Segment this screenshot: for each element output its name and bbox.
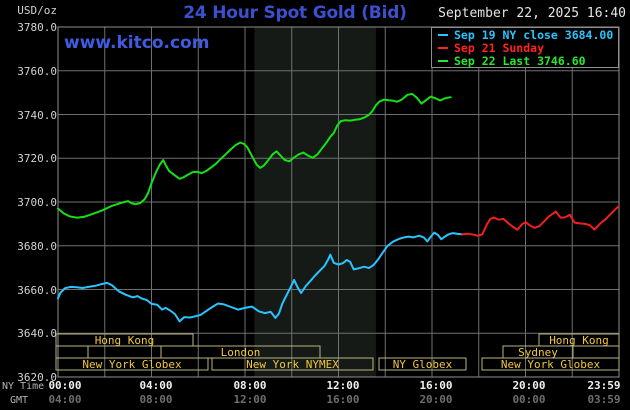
- series-sep-21-sunday: [461, 205, 620, 237]
- chart-legend: Sep 19 NY close 3684.00 Sep 21 Sunday Se…: [431, 27, 619, 68]
- y-tick-label: 3780.0: [17, 21, 57, 34]
- legend-row-sep22: Sep 22 Last 3746.60: [432, 55, 618, 68]
- chart-datetime: September 22, 2025 16:40: [438, 6, 626, 21]
- session-label: Sydney: [518, 346, 558, 359]
- x-tick-ny-label: 23:59: [587, 379, 621, 392]
- series-sep-19-ny-close: [57, 231, 464, 323]
- session-box: [211, 357, 374, 371]
- session-box: [55, 357, 209, 371]
- y-tick-label: 3660.0: [17, 283, 57, 297]
- x-tick-ny-label: 08:00: [233, 379, 267, 392]
- y-tick-label: 3720.0: [17, 152, 57, 166]
- legend-row-sep19: Sep 19 NY close 3684.00: [432, 29, 618, 42]
- legend-dash-icon: [438, 60, 448, 62]
- kitco-watermark-link[interactable]: www.kitco.com: [64, 33, 210, 53]
- session-box: [378, 357, 467, 371]
- x-tick-gmt-label: 12:00: [233, 393, 267, 406]
- legend-row-sep21: Sep 21 Sunday: [432, 42, 618, 55]
- legend-dash-icon: [438, 47, 448, 49]
- x-tick-gmt-label: 16:00: [326, 393, 360, 406]
- y-tick-label: 3620.0: [17, 371, 57, 384]
- x-tick-ny-label: 12:00: [326, 379, 360, 392]
- session-label: New York Globex: [82, 358, 182, 371]
- y-tick-label: 3740.0: [17, 108, 57, 122]
- legend-dash-icon: [438, 34, 448, 36]
- session-label: NY Globex: [393, 358, 453, 371]
- x-tick-ny-label: 04:00: [139, 379, 173, 392]
- x-tick-ny-label: 16:00: [419, 379, 453, 392]
- x-tick-ny-label: 20:00: [512, 379, 546, 392]
- session-label: London: [221, 346, 261, 359]
- x-tick-ny-label: 00:00: [48, 379, 82, 392]
- y-tick-label: 3680.0: [17, 239, 57, 253]
- y-axis-unit-label: USD/oz: [17, 4, 57, 17]
- plot-border: [57, 26, 620, 378]
- legend-label: Sep 21 Sunday: [454, 41, 545, 55]
- x-tick-gmt-label: 03:59: [587, 393, 621, 406]
- x-tick-gmt-label: 08:00: [139, 393, 173, 406]
- session-box: [481, 357, 620, 371]
- x-tick-gmt-label: 04:00: [48, 393, 82, 406]
- legend-label: Sep 19 NY close 3684.00: [454, 28, 614, 42]
- gmt-row-label: GMT: [10, 395, 29, 406]
- session-label: Hong Kong: [549, 334, 609, 347]
- page-title: 24 Hour Spot Gold (Bid): [183, 3, 407, 23]
- session-label: Hong Kong: [95, 334, 155, 347]
- series-sep-22: [57, 92, 452, 219]
- y-tick-label: 3760.0: [17, 64, 57, 78]
- session-box: [572, 345, 620, 359]
- y-tick-label: 3700.0: [17, 196, 57, 209]
- x-tick-gmt-label: 20:00: [419, 393, 453, 406]
- legend-label: Sep 22 Last 3746.60: [454, 54, 586, 68]
- session-label: New York Globex: [501, 358, 601, 371]
- session-box: [55, 345, 89, 359]
- session-label: New York NYMEX: [246, 358, 339, 371]
- y-tick-label: 3640.0: [17, 327, 57, 341]
- x-tick-gmt-label: 00:00: [512, 393, 546, 406]
- session-box: [87, 345, 162, 359]
- ny-time-row-label: NY Time: [2, 381, 45, 392]
